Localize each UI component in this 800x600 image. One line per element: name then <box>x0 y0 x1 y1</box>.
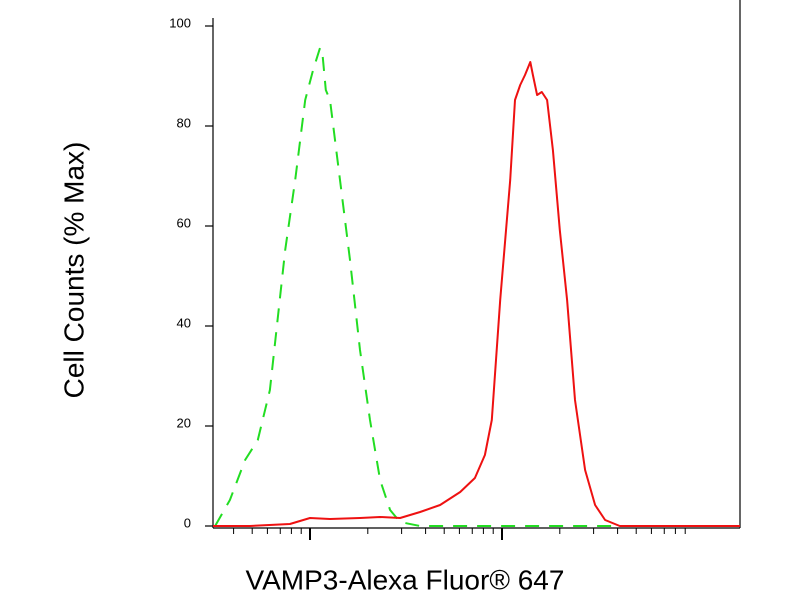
y-tick-label: 60 <box>177 215 191 230</box>
series-line <box>213 61 740 527</box>
y-tick-label: 100 <box>169 15 191 30</box>
y-tick-label: 20 <box>177 415 191 430</box>
y-axis-label: Cell Counts (% Max) <box>58 142 89 399</box>
series-line <box>214 47 740 527</box>
axis-frame <box>212 0 741 529</box>
x-axis-label: VAMP3-Alexa Fluor® 647 <box>246 564 565 595</box>
y-tick-label: 0 <box>184 515 191 530</box>
y-tick-label: 40 <box>177 315 191 330</box>
y-tick-label: 80 <box>177 115 191 130</box>
